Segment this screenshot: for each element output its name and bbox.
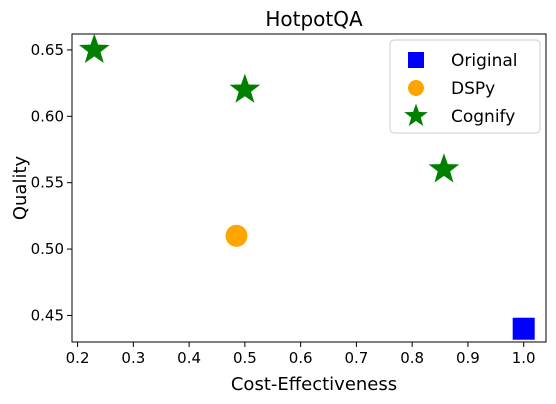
data-point-cognify [229,73,261,103]
x-tick-label: 0.4 [177,349,201,367]
legend-label-original: Original [451,51,518,71]
y-tick-label: 0.65 [31,41,64,59]
chart-title: HotpotQA [265,7,363,31]
x-tick-label: 0.7 [344,349,368,367]
legend: Original DSPy Cognify [389,39,541,134]
y-tick-label: 0.45 [31,306,64,324]
plot-frame [71,33,547,343]
x-tick-label: 0.9 [456,349,480,367]
y-axis-label: Quality [10,155,31,220]
x-tick-label: 0.3 [121,349,145,367]
x-tick-label: 1.0 [512,349,536,367]
data-point-dspy [225,224,248,247]
y-tick-label: 0.60 [31,107,64,125]
data-point-cognify [78,33,110,63]
legend-marker-dspy [408,80,424,96]
data-point-original [512,317,535,340]
legend-label-cognify: Cognify [451,107,515,127]
legend-label-dspy: DSPy [451,79,495,99]
legend-marker-original [408,52,424,68]
legend-marker-cognify [404,103,428,127]
x-tick-label: 0.6 [289,349,313,367]
y-tick-label: 0.55 [31,174,64,192]
y-tick-label: 0.50 [31,240,64,258]
data-point-cognify [428,153,460,183]
x-tick-label: 0.2 [66,349,90,367]
x-axis-label: Cost-Effectiveness [231,374,397,395]
legend-box [389,39,541,134]
x-tick-label: 0.5 [233,349,257,367]
x-tick-label: 0.8 [400,349,424,367]
